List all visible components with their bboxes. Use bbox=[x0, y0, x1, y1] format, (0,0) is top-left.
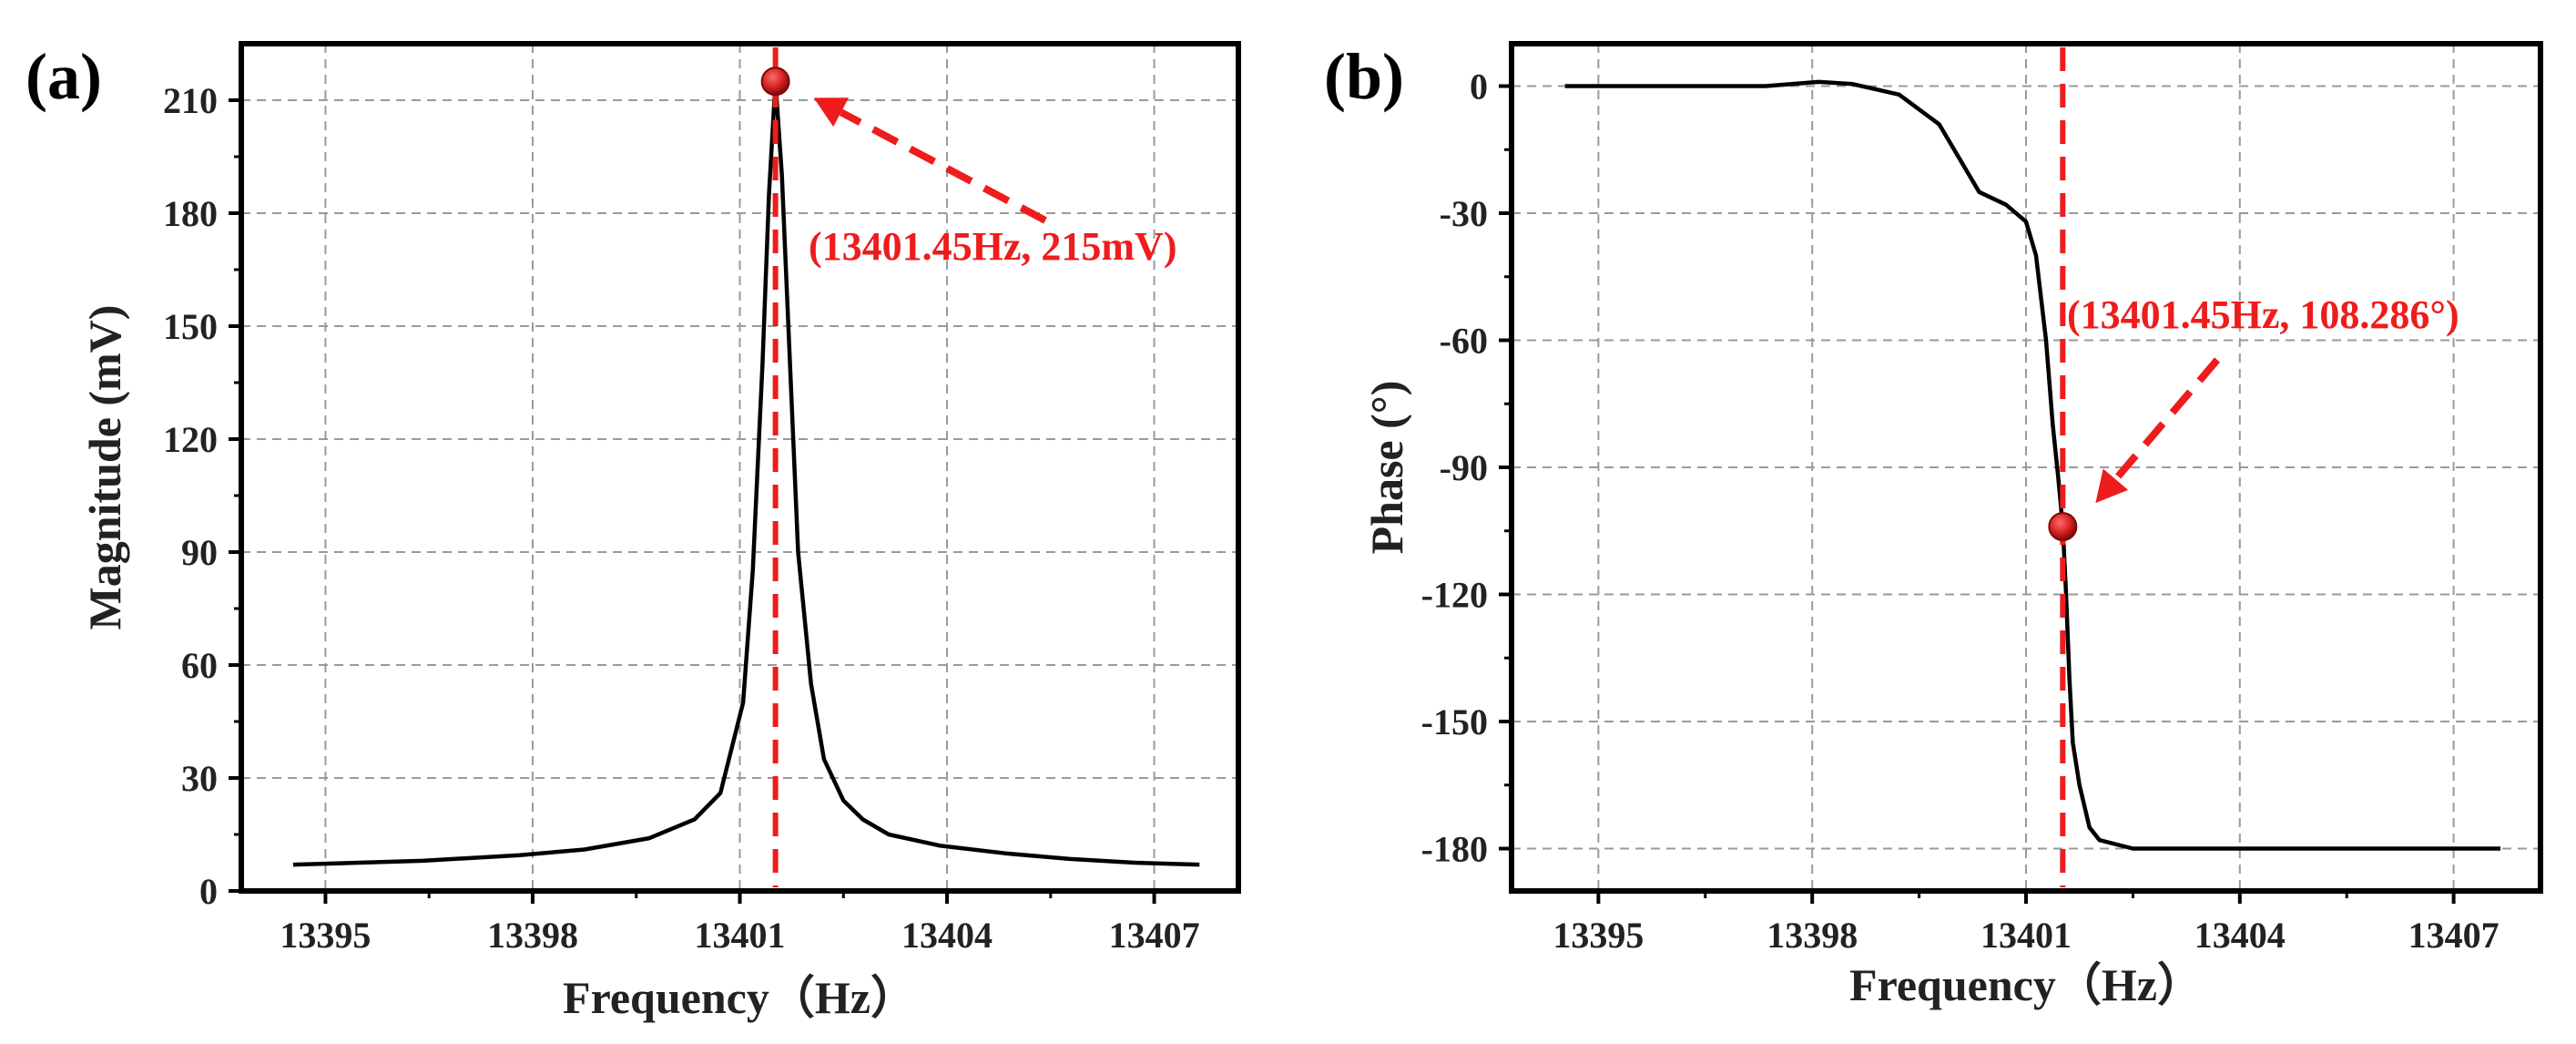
annotation-arrow-shaft bbox=[839, 108, 1047, 224]
panel-b-annotation-group: (13401.45Hz, 108.286°) bbox=[2048, 47, 2459, 887]
y-tick-label: 60 bbox=[181, 645, 218, 686]
panel-b-ticks: 13395 13398 13401 13404 13407 0 -30 -60 -90 -120 -… bbox=[1421, 67, 2500, 957]
annotation-arrow-head bbox=[813, 97, 850, 128]
x-tick-label: 13395 bbox=[1553, 915, 1644, 956]
series-line bbox=[292, 79, 1200, 867]
y-tick-label: -90 bbox=[1440, 447, 1488, 488]
y-tick-label: 120 bbox=[163, 419, 218, 460]
panel-a-grid bbox=[241, 44, 1238, 892]
y-tick-label: -30 bbox=[1440, 193, 1488, 234]
annotation-label: (13401.45Hz, 215mV) bbox=[809, 224, 1177, 269]
y-tick-label: 30 bbox=[181, 758, 218, 799]
panel-a-magnitude: (a) (13401.45Hz, 215mV) 13395 13398 13401 1… bbox=[25, 40, 1241, 1023]
panel-b-phase: (b) (13401.45Hz, 108.286°) 13395 13398 134… bbox=[1324, 40, 2543, 1010]
x-tick-label: 13401 bbox=[695, 915, 786, 956]
y-tick-label: -150 bbox=[1421, 701, 1488, 742]
x-tick-label: 13404 bbox=[901, 915, 993, 956]
y-tick-label: 0 bbox=[1470, 67, 1488, 107]
panel-b-label: (b) bbox=[1324, 40, 1404, 113]
x-tick-label: 13398 bbox=[1767, 915, 1858, 956]
panel-a-x-axis-title: Frequency（Hz） bbox=[563, 972, 916, 1023]
peak-marker bbox=[2048, 512, 2078, 542]
y-tick-label: -120 bbox=[1421, 575, 1488, 616]
x-tick-label: 13407 bbox=[1109, 915, 1200, 956]
panel-a-y-axis-title: Magnitude (mV) bbox=[79, 305, 130, 630]
y-tick-label: 210 bbox=[163, 80, 218, 121]
y-tick-label: -180 bbox=[1421, 829, 1488, 870]
y-tick-label: -60 bbox=[1440, 321, 1488, 362]
panel-a-series bbox=[292, 79, 1200, 867]
annotation-arrow-shaft bbox=[2113, 357, 2221, 482]
series-line bbox=[1564, 79, 2500, 851]
panel-b-grid bbox=[1512, 44, 2540, 891]
x-tick-label: 13401 bbox=[1980, 915, 2072, 956]
x-tick-label: 13398 bbox=[487, 915, 578, 956]
panel-a-label: (a) bbox=[25, 40, 102, 113]
y-tick-label: 0 bbox=[199, 871, 218, 912]
annotation-arrow-head bbox=[2095, 468, 2129, 504]
y-tick-label: 150 bbox=[163, 306, 218, 347]
annotation-label: (13401.45Hz, 108.286°) bbox=[2067, 292, 2459, 337]
panel-a-ticks: 13395 13398 13401 13404 13407 0 30 60 90 120 150 18… bbox=[163, 80, 1200, 956]
y-tick-label: 90 bbox=[181, 532, 218, 573]
panel-b-x-axis-title: Frequency（Hz） bbox=[1849, 959, 2203, 1010]
x-tick-label: 13407 bbox=[2408, 915, 2500, 956]
x-tick-label: 13404 bbox=[2194, 915, 2286, 956]
peak-marker bbox=[760, 67, 790, 97]
panel-b-series bbox=[1564, 79, 2500, 851]
panel-b-y-axis-title: Phase (°) bbox=[1361, 381, 1412, 555]
y-tick-label: 180 bbox=[163, 193, 218, 234]
panel-a-annotation-group: (13401.45Hz, 215mV) bbox=[760, 47, 1177, 887]
x-tick-label: 13395 bbox=[280, 915, 371, 956]
